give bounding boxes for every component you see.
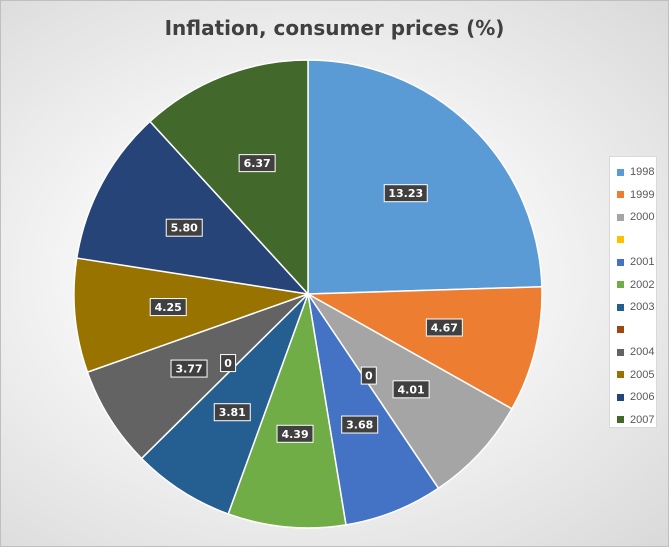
pie-slice-2005 xyxy=(73,257,309,374)
svg-text:4.01: 4.01 xyxy=(398,383,425,396)
pie-slice-1998 xyxy=(307,59,543,295)
legend-label: 2002 xyxy=(630,278,655,291)
legend-label: 2005 xyxy=(630,368,655,381)
legend-label: 2001 xyxy=(630,256,655,269)
legend-label: 2004 xyxy=(630,346,655,359)
legend-item xyxy=(610,319,656,342)
legend-swatch xyxy=(617,236,624,244)
legend-item xyxy=(610,229,656,252)
svg-text:3.77: 3.77 xyxy=(175,363,202,376)
svg-text:0: 0 xyxy=(365,370,373,383)
legend-swatch xyxy=(617,371,624,379)
legend-item: 2004 xyxy=(610,341,656,364)
svg-text:3.68: 3.68 xyxy=(346,419,373,432)
legend-swatch xyxy=(617,393,624,401)
data-label: 4.01 xyxy=(392,380,430,399)
legend-item: 2000 xyxy=(610,206,656,229)
legend-swatch xyxy=(617,258,624,266)
chart-title: Inflation, consumer prices (%) xyxy=(164,16,505,40)
legend-swatch xyxy=(617,326,624,334)
data-label: 3.77 xyxy=(170,359,208,378)
pie-slice-2006 xyxy=(75,120,310,296)
legend-swatch xyxy=(617,281,624,289)
data-label: 5.80 xyxy=(165,218,203,237)
legend-item: 2005 xyxy=(610,364,656,387)
svg-text:4.39: 4.39 xyxy=(281,428,308,441)
data-label: 4.25 xyxy=(149,298,187,317)
svg-text:5.80: 5.80 xyxy=(171,222,198,235)
svg-text:0: 0 xyxy=(224,357,232,370)
legend-label: 2007 xyxy=(630,413,655,426)
data-label: 3.68 xyxy=(341,415,379,434)
legend-swatch xyxy=(617,416,624,424)
legend-swatch xyxy=(617,168,624,176)
data-label: 13.23 xyxy=(383,184,428,203)
legend-item: 2007 xyxy=(610,409,656,432)
data-label: 4.39 xyxy=(276,424,314,443)
legend-item: 1998 xyxy=(610,161,656,184)
svg-text:13.23: 13.23 xyxy=(388,187,423,200)
data-label: 4.67 xyxy=(425,318,463,337)
legend: 1998 1999 2000 2001 2002 2003 2004 2005 2006 2007 xyxy=(609,156,657,428)
data-label: 0 xyxy=(220,354,237,373)
pie-slice-2002 xyxy=(227,291,347,529)
legend-item: 2003 xyxy=(610,296,656,319)
svg-text:6.37: 6.37 xyxy=(244,157,271,170)
legend-label: 2000 xyxy=(630,211,655,224)
legend-item: 1999 xyxy=(610,184,656,207)
pie-slice-1999 xyxy=(305,286,543,410)
svg-text:3.81: 3.81 xyxy=(219,406,246,419)
legend-swatch xyxy=(617,303,624,311)
legend-item: 2006 xyxy=(610,386,656,409)
legend-swatch xyxy=(617,348,624,356)
legend-label: 2003 xyxy=(630,301,655,314)
svg-text:4.67: 4.67 xyxy=(431,322,458,335)
svg-text:4.25: 4.25 xyxy=(155,301,182,314)
legend-swatch xyxy=(617,191,624,199)
legend-label: 1999 xyxy=(630,188,655,201)
data-label: 0 xyxy=(360,366,377,385)
data-label: 3.81 xyxy=(213,403,251,422)
legend-label: 2006 xyxy=(630,391,655,404)
pie-slice-2007 xyxy=(148,59,309,296)
legend-item: 2002 xyxy=(610,274,656,297)
data-label: 6.37 xyxy=(238,154,276,173)
legend-label: 1998 xyxy=(630,166,655,179)
legend-item: 2001 xyxy=(610,251,656,274)
legend-swatch xyxy=(617,213,624,221)
